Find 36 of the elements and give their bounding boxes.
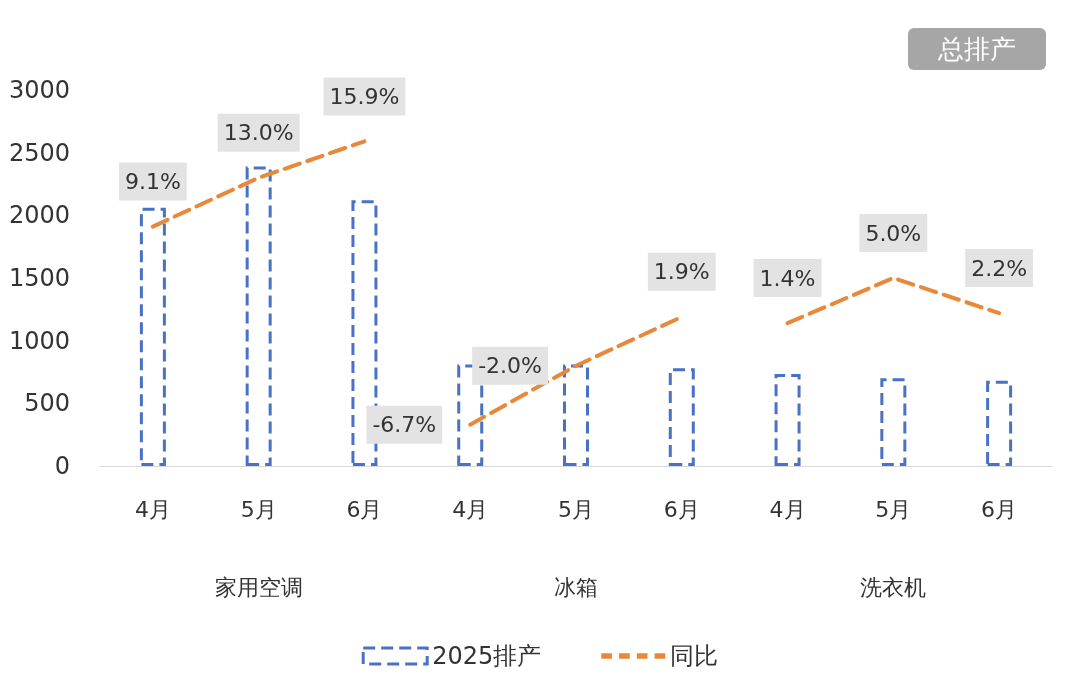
data-label: 15.9% <box>329 83 400 109</box>
y-tick-label: 1000 <box>8 326 70 355</box>
y-tick-label: 2000 <box>8 201 70 230</box>
y-tick-label: 3000 <box>8 76 70 104</box>
text: 洗衣机 <box>860 574 927 600</box>
bar <box>245 166 272 466</box>
x-tick-label: 5月 <box>875 496 912 522</box>
x-tick-label: 6月 <box>346 496 383 522</box>
chart-title: 总排产 <box>937 34 1016 64</box>
x-tick-label: 6月 <box>981 496 1018 522</box>
y-tick-label: 1500 <box>8 264 70 292</box>
y-tick-label: 500 <box>24 389 70 418</box>
y-tick-label: 2500 <box>8 138 70 167</box>
data-label: 1.4% <box>759 265 816 291</box>
data-label: 5.0% <box>865 220 922 246</box>
bar <box>139 207 166 466</box>
x-tick-label: 4月 <box>452 496 489 522</box>
x-tick-label: 5月 <box>240 496 277 522</box>
legend-label: 同比 <box>670 642 719 670</box>
x-tick-label: 6月 <box>663 496 700 522</box>
x-tick-label: 4月 <box>769 496 806 522</box>
data-label: -2.0% <box>478 353 542 379</box>
data-label: 13.0% <box>223 120 294 146</box>
data-label: -6.7% <box>372 412 437 438</box>
bar <box>880 378 907 466</box>
bar <box>774 373 801 466</box>
x-tick-label: 4月 <box>134 496 171 522</box>
x-tick-label: 5月 <box>558 496 594 522</box>
legend-label: 2025排产 <box>432 642 542 670</box>
data-label: 1.9% <box>653 259 710 285</box>
y-tick-label: 0 <box>54 452 70 480</box>
data-label: 9.1% <box>124 169 181 195</box>
text: 家用空调 <box>214 574 303 600</box>
bar <box>986 380 1013 466</box>
data-label: 2.2% <box>971 255 1028 281</box>
text: 冰箱 <box>554 574 598 600</box>
